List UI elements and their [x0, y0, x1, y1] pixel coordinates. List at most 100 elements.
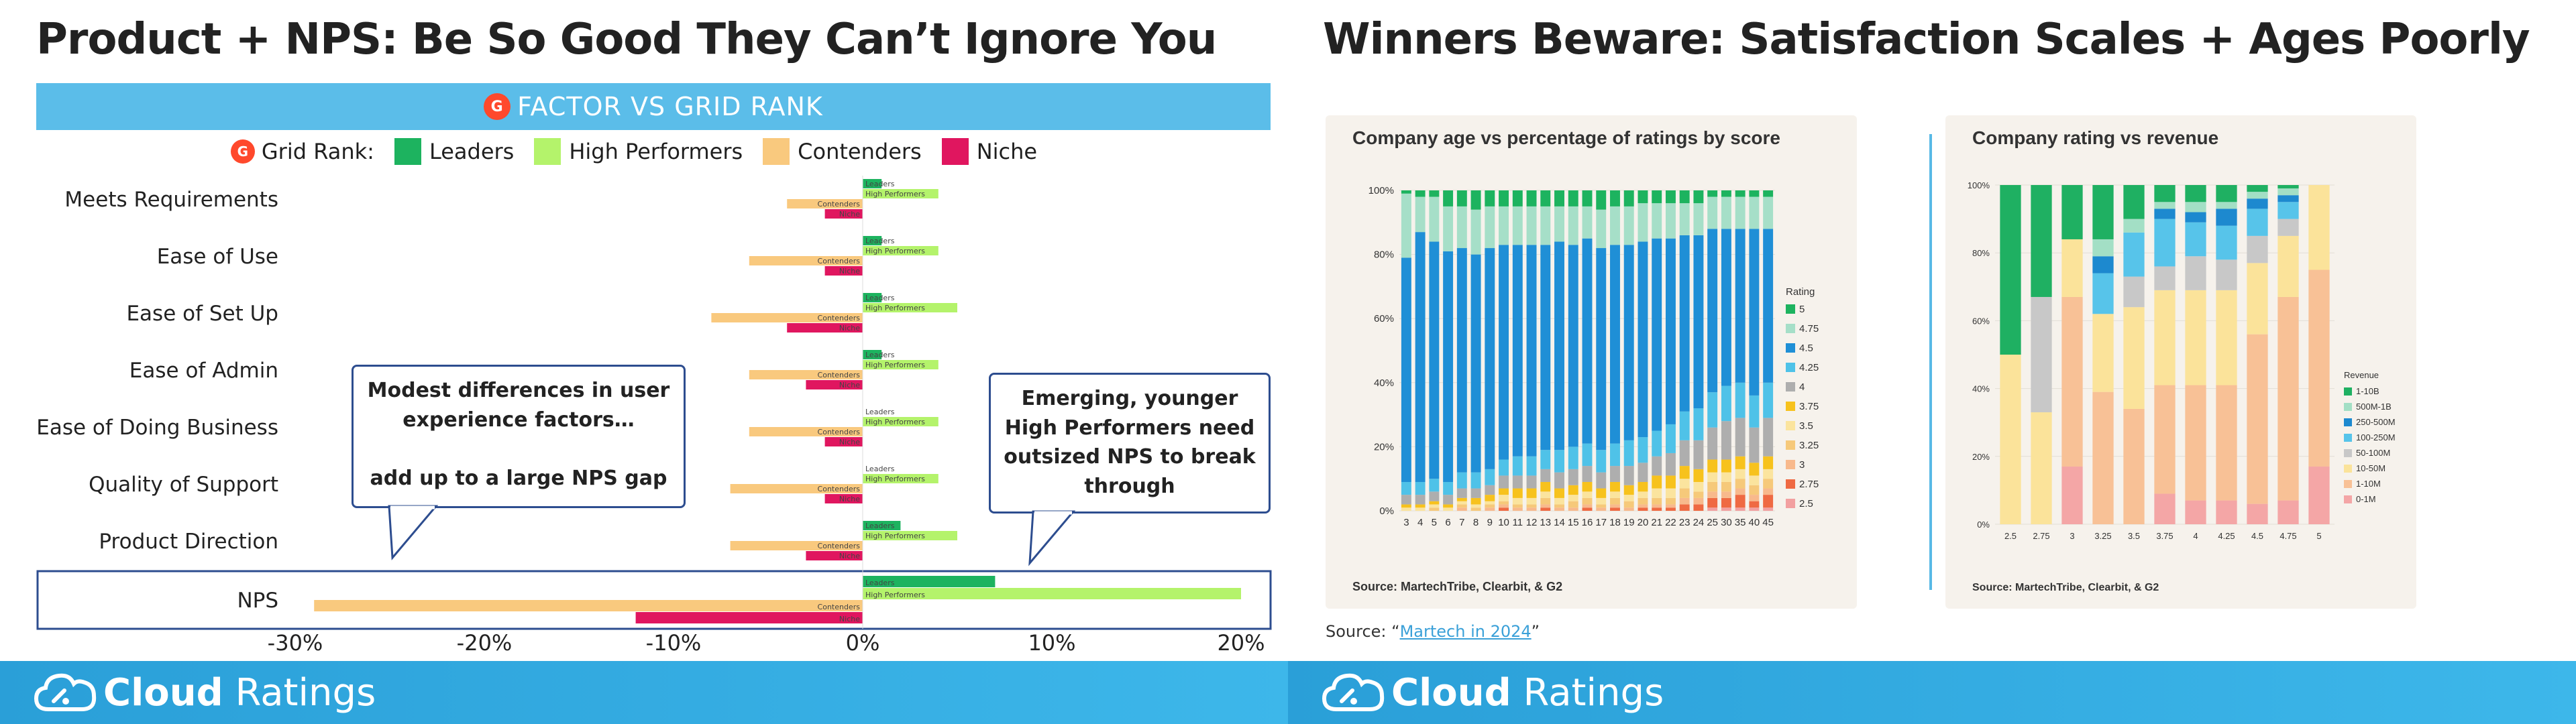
x-tick-label: 30: [1721, 517, 1732, 528]
bar-high-performers-ease-of-set-up: [863, 303, 957, 312]
chart-title: Company rating vs revenue: [1972, 127, 2219, 148]
bar-segment-4-11: [1512, 475, 1523, 489]
bar-segment-3-25-21: [1652, 497, 1662, 505]
bar-segment-4-25-15: [1568, 446, 1578, 469]
bar-segment-500m-1b-4-75: [2277, 188, 2299, 196]
bar-high-performers-meets-requirements: [863, 189, 938, 198]
bar-segment-4-5-30: [1721, 229, 1731, 386]
bar-segment-2-75-45: [1763, 495, 1774, 508]
bar-segment-3-5-11: [1512, 497, 1523, 505]
bar-segment-2-75-16: [1582, 507, 1593, 511]
bar-label-contenders: Contenders: [818, 257, 861, 265]
bar-segment-4-75-16: [1582, 206, 1593, 239]
bar-segment-3-24: [1693, 497, 1704, 505]
bar-segment-4-25-12: [1526, 456, 1537, 476]
legend-label-50-100m: 50-100M: [2356, 448, 2390, 458]
bar-segment-1-10m-3: [2061, 296, 2083, 467]
bar-segment-4-75-10: [1499, 206, 1509, 245]
legend-swatch: [394, 138, 421, 165]
bar-segment-4-22: [1665, 452, 1676, 476]
bar-segment-2-75-40: [1749, 501, 1760, 508]
bar-segment-3-75-40: [1749, 463, 1760, 476]
bar-segment-100-250m-4-25: [2216, 225, 2237, 260]
x-tick-label: 40: [1749, 517, 1760, 528]
bar-segment-5-16: [1582, 190, 1593, 206]
x-tick-label: 20%: [1217, 630, 1265, 656]
bar-segment-4-10: [1499, 475, 1509, 489]
bar-segment-4-40: [1749, 427, 1760, 463]
bar-niche-ease-of-admin: [806, 380, 863, 389]
bar-segment-4-25-30: [1721, 385, 1731, 422]
legend-swatch-3-75: [1786, 402, 1795, 411]
bar-segment-100-250m-3-75: [2154, 219, 2176, 267]
y-tick-label: 60%: [1972, 316, 1990, 326]
bar-label-leaders: Leaders: [865, 237, 895, 245]
bar-segment-4-5-20: [1638, 241, 1648, 438]
bar-segment-3-25-23: [1679, 488, 1690, 498]
source-link[interactable]: Martech in 2024: [1399, 622, 1532, 641]
bar-segment-4-45: [1763, 418, 1774, 457]
legend-title: Revenue: [2344, 370, 2379, 380]
bar-segment-4-25-45: [1763, 382, 1774, 418]
bar-segment-4-5-21: [1652, 238, 1662, 431]
bar-segment-5-10: [1499, 190, 1509, 206]
bar-niche-meets-requirements: [824, 209, 863, 219]
x-tick-label: 17: [1595, 517, 1607, 528]
x-tick-label: 22: [1665, 517, 1676, 528]
legend-swatch-50-100m: [2344, 449, 2352, 457]
legend-swatch-4-5: [1786, 343, 1795, 353]
bar-segment-3-5-8: [1470, 504, 1481, 508]
category-label-quality-of-support: Quality of Support: [89, 473, 278, 497]
bar-segment-4-5-12: [1526, 245, 1537, 457]
legend-label-2-75: 2.75: [1799, 479, 1819, 490]
slide-title: Winners Beware: Satisfaction Scales + Ag…: [1323, 15, 2530, 64]
bar-segment-3-75-9: [1485, 495, 1495, 501]
bar-segment-1-10b-2-5: [2000, 185, 2021, 355]
bar-segment-4-25-17: [1596, 450, 1607, 473]
legend-label-1-10m: 1-10M: [2356, 479, 2381, 489]
bar-segment-4-6: [1443, 495, 1454, 505]
bar-segment-4-25-19: [1623, 440, 1634, 467]
legend-label: Grid Rank:: [261, 139, 374, 164]
bar-segment-3-75-14: [1554, 488, 1564, 498]
bar-segment-5-3: [1401, 190, 1411, 194]
category-label-ease-of-set-up: Ease of Set Up: [126, 302, 278, 326]
divider: [1929, 134, 1932, 590]
bar-label-niche: Niche: [839, 210, 860, 219]
bar-segment-4-75-19: [1623, 206, 1634, 245]
bar-segment-3-25-19: [1623, 501, 1634, 508]
bar-segment-1-10b-4: [2185, 185, 2206, 202]
bar-segment-1-10m-4-25: [2216, 385, 2237, 501]
bar-leaders-ease-of-admin: [863, 350, 882, 359]
bar-segment-4-21: [1652, 456, 1662, 476]
bar-label-niche: Niche: [839, 615, 860, 623]
x-tick-label: 18: [1609, 517, 1621, 528]
cloud-ratings-logo-icon: [34, 673, 97, 711]
bar-segment-4-5-6: [1443, 251, 1454, 482]
bar-segment-3-25-22: [1665, 497, 1676, 505]
bar-segment-3-75-11: [1512, 488, 1523, 498]
bar-segment-4-75-17: [1596, 209, 1607, 249]
bar-segment-100-250m-3-5: [2123, 232, 2145, 277]
bar-high-performers-nps: [863, 588, 1241, 599]
bar-label-contenders: Contenders: [818, 542, 861, 550]
y-tick-label: 40%: [1972, 384, 1990, 394]
bar-niche-ease-of-doing-business: [824, 437, 863, 446]
bar-segment-3-75-22: [1665, 475, 1676, 489]
bar-segment-2-75-25: [1707, 497, 1718, 508]
legend-swatch: [534, 138, 561, 165]
bar-segment-1-10b-4-75: [2277, 185, 2299, 189]
legend-item-label: Leaders: [429, 139, 515, 164]
category-label-ease-of-doing-business: Ease of Doing Business: [36, 416, 278, 440]
factor-vs-grid-rank-chart: Meets Requirements Leaders High Performers…: [36, 176, 1272, 656]
bar-segment-4-25-5: [1429, 479, 1440, 492]
x-tick-label: 7: [1459, 517, 1464, 528]
bar-segment-4-5-40: [1749, 229, 1760, 396]
bar-segment-4-5-9: [1485, 248, 1495, 469]
legend-swatch: [763, 138, 790, 165]
bar-label-high-performers: High Performers: [865, 475, 925, 483]
bar-segment-5-30: [1721, 190, 1731, 197]
bar-segment-4-14: [1554, 472, 1564, 489]
source-prefix: Source: “: [1326, 622, 1400, 641]
x-tick-label: 11: [1513, 517, 1523, 528]
